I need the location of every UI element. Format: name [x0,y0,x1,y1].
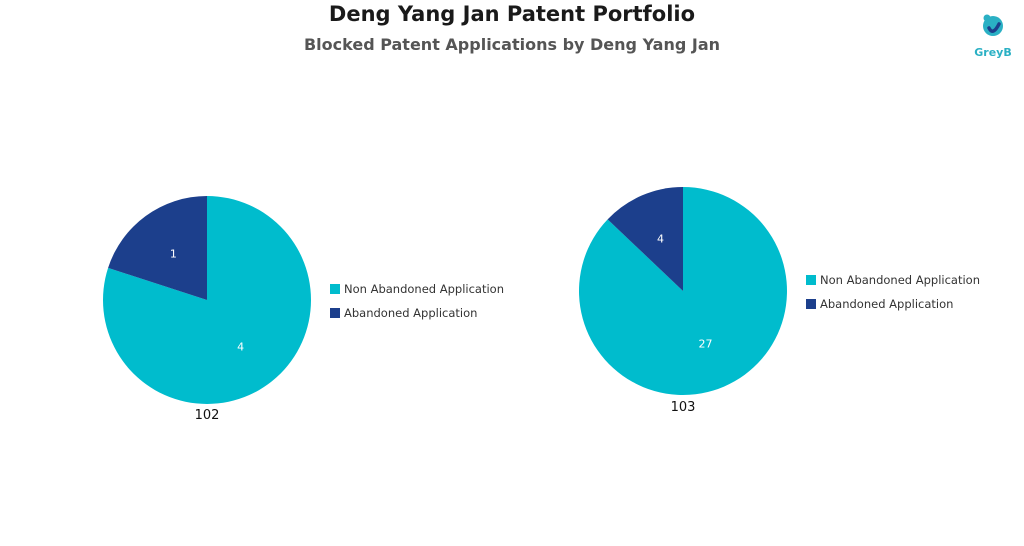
legend-swatch [806,299,816,309]
pie-slice-abandoned [108,196,207,300]
chart-subtitle: Blocked Patent Applications by Deng Yang… [303,35,721,54]
greyb-logo: GreyB [968,12,1018,62]
pie-category-label: 103 [671,400,696,415]
legend-swatch [330,308,340,318]
pie-chart-1: 4 1 102 [103,196,312,423]
slice-value-label: 4 [657,232,664,245]
legend-swatch [330,284,340,294]
greyb-logo-icon [983,14,1003,36]
legend-label: Abandoned Application [344,306,478,320]
legend-item-abandoned[interactable]: Abandoned Application [330,306,477,320]
pie-slice-abandoned [607,187,683,291]
legend-item-non-abandoned[interactable]: Non Abandoned Application [806,273,980,287]
legend-item-abandoned[interactable]: Abandoned Application [806,297,953,311]
legend-label: Abandoned Application [820,297,954,311]
legend-swatch [806,275,816,285]
chart-title: Deng Yang Jan Patent Portfolio [328,2,696,26]
slice-value-label: 27 [699,338,713,351]
logo-text: GreyB [974,46,1012,59]
legend-label: Non Abandoned Application [820,273,980,287]
slice-value-label: 4 [237,340,244,353]
pie-chart-2: 27 4 103 [578,187,787,415]
slice-value-label: 1 [170,248,177,261]
legend-item-non-abandoned[interactable]: Non Abandoned Application [330,282,504,296]
legend-label: Non Abandoned Application [344,282,504,296]
pie-category-label: 102 [195,408,220,423]
pie-slice-non-abandoned [103,196,312,404]
